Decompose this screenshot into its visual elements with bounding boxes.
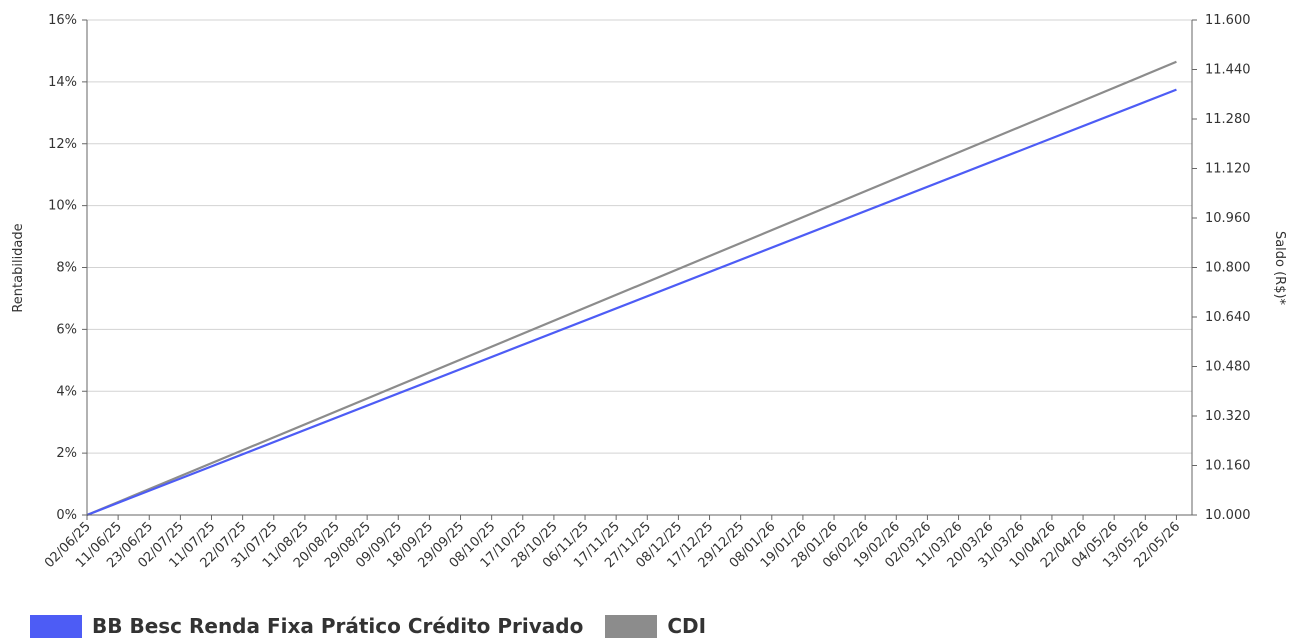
legend-item-fund[interactable]: BB Besc Renda Fixa Prático Crédito Priva… [30, 614, 583, 638]
y-tick-label: 6% [56, 322, 77, 337]
legend-label-fund: BB Besc Renda Fixa Prático Crédito Priva… [92, 614, 584, 638]
series-lines [86, 60, 1177, 517]
y2-axis-title: Saldo (R$)* [1272, 231, 1287, 306]
y2-tick-label: 10.960 [1205, 211, 1251, 226]
y-tick-label: 16% [48, 13, 77, 28]
y2-tick-label: 11.120 [1205, 162, 1251, 177]
y-tick-label: 10% [48, 199, 77, 214]
y-tick-label: 2% [56, 446, 77, 461]
y-tick-label: 14% [48, 75, 77, 90]
y-tick-label: 0% [56, 508, 77, 523]
legend-item-cdi[interactable]: CDI [605, 614, 706, 638]
y2-tick-label: 11.440 [1205, 63, 1251, 78]
y-axis-title: Rentabilidade [11, 223, 26, 312]
y-tick-label: 8% [56, 261, 77, 276]
tick-labels: 0% 2% 4% 6% 8% 10% 12% 14% 16% 10.000 10.160 10.320… [42, 13, 1251, 571]
y2-tick-label: 10.480 [1205, 360, 1251, 375]
y2-tick-label: 10.000 [1205, 508, 1251, 523]
y-tick-label: 12% [48, 137, 77, 152]
y2-tick-label: 10.800 [1205, 261, 1251, 276]
gridlines [87, 19, 1192, 454]
y2-tick-label: 10.160 [1205, 459, 1251, 474]
legend-label-cdi: CDI [667, 614, 707, 638]
y2-tick-label: 11.600 [1205, 13, 1251, 28]
legend-swatch-cdi [605, 614, 658, 638]
series-line-cdi [86, 60, 1177, 517]
y-tick-label: 4% [56, 384, 77, 399]
y2-tick-label: 11.280 [1205, 112, 1251, 127]
y2-tick-label: 10.640 [1205, 310, 1251, 325]
chart: 0% 2% 4% 6% 8% 10% 12% 14% 16% 10.000 10.160 10.320… [11, 13, 1287, 571]
legend: BB Besc Renda Fixa Prático Crédito Priva… [30, 614, 728, 638]
legend-swatch-fund [30, 614, 82, 638]
y2-tick-label: 10.320 [1205, 409, 1251, 424]
axes [82, 19, 1197, 520]
series-line-fund [86, 88, 1177, 517]
